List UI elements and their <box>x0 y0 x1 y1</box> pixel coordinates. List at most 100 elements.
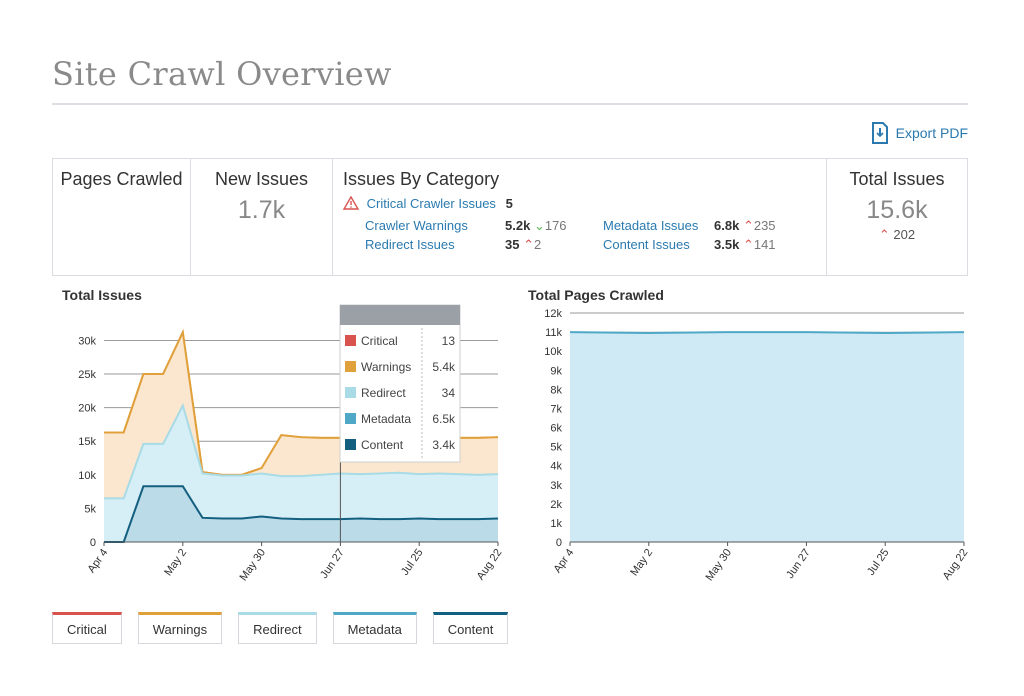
y-tick-label: 8k <box>550 384 562 396</box>
y-tick-label: 12k <box>544 308 562 320</box>
series-area-content <box>104 486 498 542</box>
x-tick-label: May 30 <box>704 547 735 583</box>
x-tick-label: Apr 4 <box>86 547 111 575</box>
new-issues-card: New Issues 1.7k <box>191 159 333 275</box>
y-tick-label: 7k <box>550 403 562 415</box>
tooltip-swatch-redirect <box>345 387 356 398</box>
tooltip-label-redirect: Redirect <box>361 386 406 400</box>
legend-content[interactable]: Content <box>432 612 509 644</box>
tooltip-header <box>340 305 460 325</box>
metadata-issues-delta: 235 <box>753 218 776 233</box>
y-tick-label: 25k <box>78 369 96 381</box>
chevron-up-icon: ⌃ <box>878 227 890 242</box>
tooltip-label-critical: Critical <box>361 334 398 348</box>
chart-title-total-pages-crawled: Total Pages Crawled <box>528 287 664 303</box>
issues-by-category-card: Issues By Category Critical Crawler Issu… <box>333 159 827 275</box>
y-tick-label: 10k <box>78 470 96 482</box>
y-tick-label: 9k <box>550 365 562 377</box>
series-area-pages <box>570 332 964 542</box>
legend-warnings[interactable]: Warnings <box>137 612 223 644</box>
legend-critical-label: Critical <box>67 621 107 637</box>
tooltip-value-content: 3.4k <box>432 438 456 452</box>
y-tick-label: 0 <box>556 537 562 549</box>
pages-crawled-card: Pages Crawled <box>53 159 191 275</box>
tooltip-value-warnings: 5.4k <box>432 360 456 374</box>
chevron-up-icon: ⌃ <box>742 237 754 252</box>
crawler-warnings-value: 5.2k <box>505 218 531 233</box>
export-pdf-button[interactable]: Export PDF <box>871 122 968 144</box>
chevron-up-icon: ⌃ <box>523 237 534 252</box>
content-issues-delta: 141 <box>753 237 776 252</box>
redirect-issues-delta: 2 <box>534 237 542 252</box>
series-line-pages <box>569 331 965 335</box>
y-tick-label: 11k <box>545 327 562 339</box>
x-tick-label: Jul 25 <box>399 547 426 578</box>
y-tick-label: 2k <box>550 499 562 511</box>
tooltip-swatch-content <box>345 439 356 450</box>
total-pages-crawled-chart[interactable]: 0 1k 2k 3k 4k 5k 6k 7k 8k 9k 10k 11k 12k Apr 4 May 2 Ma… <box>518 300 978 600</box>
series-area-redirect <box>104 405 498 542</box>
legend-warnings-label: Warnings <box>152 621 208 637</box>
tooltip-value-critical: 13 <box>442 334 456 348</box>
x-tick-label: Apr 4 <box>552 547 577 575</box>
issues-by-category-label: Issues By Category <box>343 169 500 189</box>
tooltip-box <box>339 304 461 463</box>
critical-crawler-issues-value: 5 <box>505 196 513 211</box>
x-tick-label: Aug 22 <box>941 547 971 582</box>
x-tick-label: Jun 27 <box>784 547 813 581</box>
x-tick-label: May 2 <box>162 547 189 578</box>
pages-crawled-label: Pages Crawled <box>60 169 183 189</box>
metadata-issues-value: 6.8k <box>714 218 740 233</box>
content-issues-value: 3.5k <box>714 237 740 252</box>
y-tick-label: 1k <box>550 518 562 530</box>
crawler-warnings-delta: 176 <box>544 218 567 233</box>
x-tick-label: Jul 25 <box>865 547 892 578</box>
crawler-warnings-link[interactable]: Crawler Warnings <box>365 218 468 233</box>
pdf-icon <box>871 122 889 144</box>
y-tick-label: 30k <box>78 335 96 347</box>
tooltip-swatch-warnings <box>345 361 356 372</box>
y-tick-label: 4k <box>550 461 562 473</box>
total-issues-chart[interactable]: 0 5k 10k 15k 20k 25k 30k Apr 4 May 2 May 30 Jun 27… <box>52 300 512 600</box>
total-issues-label: Total Issues <box>849 169 945 189</box>
chart-title-total-issues: Total Issues <box>62 287 142 303</box>
chevron-down-icon: ⌄ <box>533 218 545 233</box>
legend-metadata-label: Metadata <box>347 621 402 637</box>
y-tick-label: 10k <box>544 346 562 358</box>
page-title: Site Crawl Overview <box>52 55 392 93</box>
export-pdf-label: Export PDF <box>895 125 968 141</box>
total-issues-value: 15.6k <box>866 196 928 224</box>
x-tick-label: May 2 <box>628 547 655 578</box>
title-divider <box>52 103 968 105</box>
legend-content-label: Content <box>447 621 494 637</box>
x-tick-label: May 30 <box>238 547 269 583</box>
content-issues-link[interactable]: Content Issues <box>603 237 690 252</box>
x-tick-label: Aug 22 <box>475 547 505 582</box>
metadata-issues-link[interactable]: Metadata Issues <box>603 218 699 233</box>
x-tick-label: Jun 27 <box>318 547 347 581</box>
chart-legend: Critical Warnings Redirect Metadata Cont… <box>52 612 509 644</box>
tooltip-value-metadata: 6.5k <box>432 412 456 426</box>
y-tick-label: 0 <box>90 537 96 549</box>
legend-redirect-label: Redirect <box>253 621 302 637</box>
y-tick-label: 3k <box>550 480 562 492</box>
y-tick-label: 5k <box>84 503 96 515</box>
tooltip-swatch-metadata <box>345 413 356 424</box>
summary-panel: Pages Crawled New Issues 1.7k Issues By … <box>52 158 968 276</box>
y-tick-label: 20k <box>78 403 96 415</box>
critical-crawler-issues-link[interactable]: Critical Crawler Issues <box>366 196 496 211</box>
legend-critical[interactable]: Critical <box>52 612 122 644</box>
tooltip-label-warnings: Warnings <box>361 360 411 374</box>
tooltip-label-content: Content <box>361 438 404 452</box>
legend-metadata[interactable]: Metadata <box>332 612 417 644</box>
legend-redirect[interactable]: Redirect <box>238 612 317 644</box>
redirect-issues-link[interactable]: Redirect Issues <box>365 237 455 252</box>
total-issues-delta: 202 <box>893 227 916 242</box>
new-issues-label: New Issues <box>214 169 309 189</box>
tooltip-swatch-critical <box>345 335 356 346</box>
chevron-up-icon: ⌃ <box>742 218 754 233</box>
y-tick-label: 15k <box>78 436 96 448</box>
new-issues-value: 1.7k <box>237 196 286 224</box>
total-issues-card: Total Issues 15.6k ⌃ 202 <box>827 159 967 275</box>
tooltip-label-metadata: Metadata <box>361 412 411 426</box>
